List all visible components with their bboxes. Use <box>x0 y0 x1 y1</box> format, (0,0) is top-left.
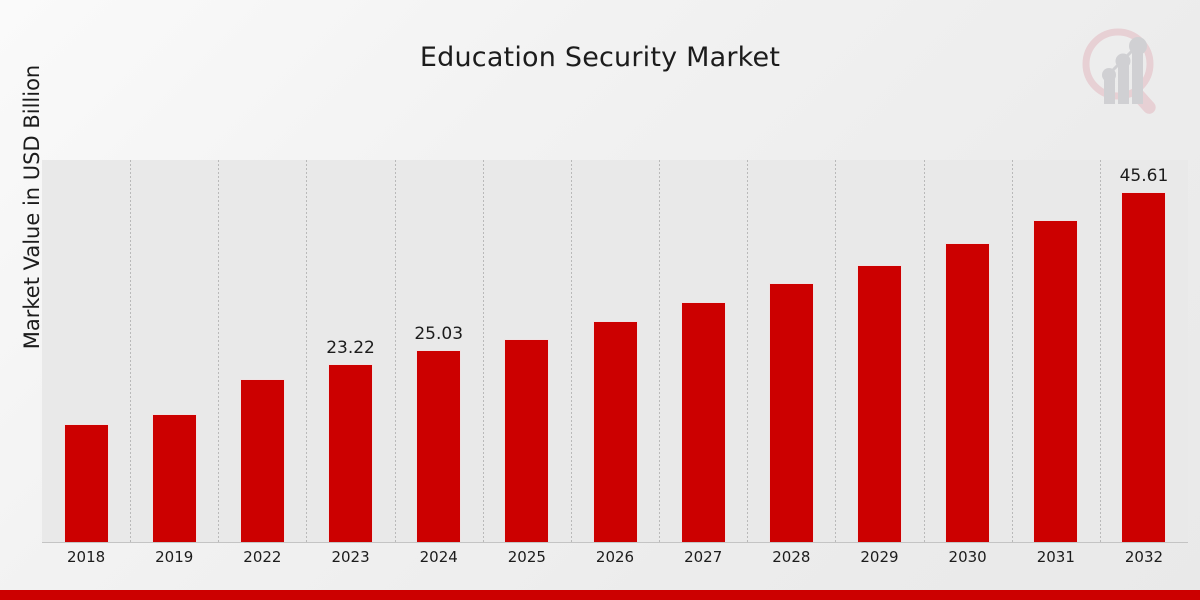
x-axis-tick: 2031 <box>1036 548 1075 566</box>
gridline <box>218 160 220 542</box>
gridline <box>570 160 572 542</box>
x-axis-tick: 2019 <box>155 548 194 566</box>
bar-value-label: 23.22 <box>326 338 375 358</box>
bar[interactable] <box>63 424 109 542</box>
bar[interactable] <box>1121 192 1167 542</box>
bar-series: 23.22 25.03 45.61 <box>42 160 1188 542</box>
bar-slot <box>130 160 218 542</box>
gridlines <box>42 160 1188 542</box>
y-axis-title: Market Value in USD Billion <box>20 64 44 350</box>
bar-slot <box>1012 160 1100 542</box>
gridline <box>1011 160 1013 542</box>
bar-slot: 45.61 <box>1100 160 1188 542</box>
bar-value-label: 25.03 <box>414 324 464 344</box>
bar[interactable] <box>328 364 374 542</box>
gridline <box>130 160 132 542</box>
x-axis-tick: 2024 <box>419 548 458 566</box>
bar[interactable] <box>945 243 991 542</box>
x-axis-tick: 2027 <box>684 548 723 566</box>
bar[interactable] <box>592 321 638 542</box>
x-axis-tick: 2028 <box>772 548 811 566</box>
gridline <box>482 160 484 542</box>
bar-slot: 25.03 <box>395 160 483 542</box>
bar-slot <box>747 160 835 542</box>
x-axis-tick-labels: 2018 2019 2022 2023 2024 2025 2026 2027 2028 2029… <box>42 548 1188 566</box>
bar[interactable] <box>680 302 726 542</box>
x-axis-tick: 2032 <box>1124 548 1164 566</box>
x-axis-tick: 2030 <box>948 548 987 566</box>
x-axis-tick: 2025 <box>507 548 546 566</box>
bar-slot <box>218 160 306 542</box>
x-axis-tick: 2026 <box>595 548 635 566</box>
gridline <box>747 160 749 542</box>
bar-slot <box>835 160 923 542</box>
gridline <box>923 160 925 542</box>
bar-value-label: 45.61 <box>1119 166 1169 186</box>
plot-area: 23.22 25.03 45.61 <box>42 160 1188 542</box>
x-axis-tick: 2023 <box>331 548 370 566</box>
bar-slot <box>924 160 1012 542</box>
bar[interactable] <box>416 350 462 542</box>
gridline <box>1099 160 1101 542</box>
x-axis-line <box>42 542 1188 543</box>
bar-slot <box>483 160 571 542</box>
bar[interactable] <box>151 414 197 542</box>
bar[interactable] <box>856 265 902 542</box>
gridline <box>659 160 661 542</box>
x-axis-tick: 2029 <box>860 548 899 566</box>
footer-accent-band <box>0 590 1200 600</box>
gridline <box>835 160 837 542</box>
bar-slot <box>42 160 130 542</box>
gridline <box>394 160 396 542</box>
x-axis-tick: 2022 <box>243 548 282 566</box>
bar-slot <box>571 160 659 542</box>
bar[interactable] <box>504 339 550 542</box>
bar[interactable] <box>1033 220 1079 542</box>
x-axis-tick: 2018 <box>66 548 106 566</box>
gridline <box>306 160 308 542</box>
bar[interactable] <box>239 379 285 542</box>
bar-slot: 23.22 <box>306 160 394 542</box>
bar[interactable] <box>768 283 814 542</box>
chart-title: Education Security Market <box>419 42 781 73</box>
bar-slot <box>659 160 747 542</box>
market-research-magnifier-logo-icon <box>1082 28 1156 114</box>
